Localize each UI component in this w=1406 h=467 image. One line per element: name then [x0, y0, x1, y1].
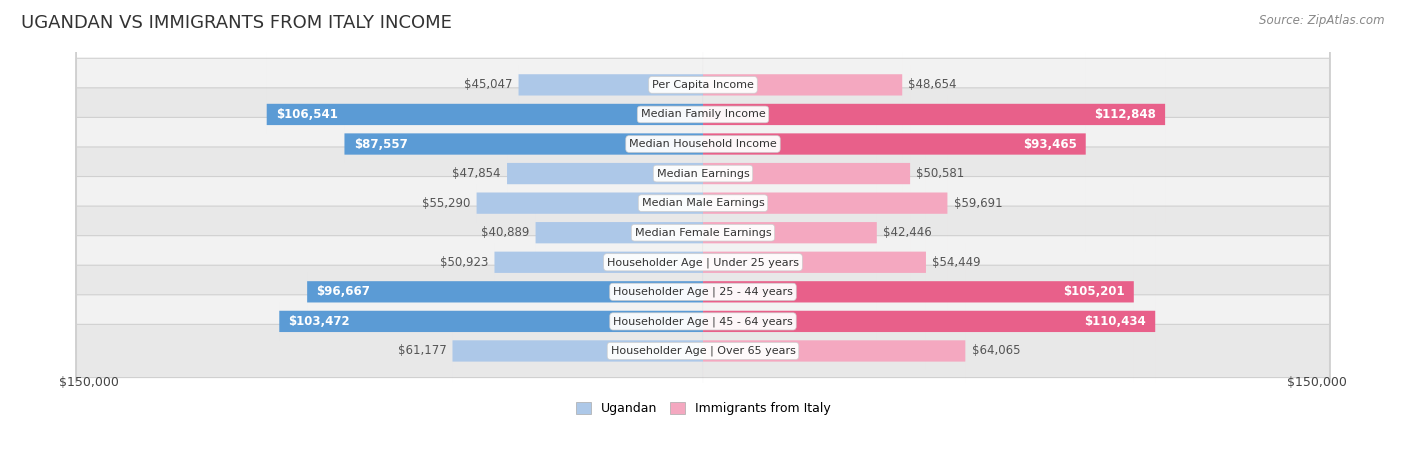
FancyBboxPatch shape: [703, 125, 877, 340]
Text: Source: ZipAtlas.com: Source: ZipAtlas.com: [1260, 14, 1385, 27]
Text: Householder Age | 45 - 64 years: Householder Age | 45 - 64 years: [613, 316, 793, 326]
FancyBboxPatch shape: [267, 7, 703, 222]
Text: $96,667: $96,667: [316, 285, 370, 298]
FancyBboxPatch shape: [76, 112, 1330, 467]
Text: $59,691: $59,691: [953, 197, 1002, 210]
Text: $55,290: $55,290: [422, 197, 471, 210]
Text: $110,434: $110,434: [1084, 315, 1146, 328]
FancyBboxPatch shape: [76, 23, 1330, 443]
FancyBboxPatch shape: [76, 0, 1330, 354]
Text: $87,557: $87,557: [354, 137, 408, 150]
Text: Householder Age | Under 25 years: Householder Age | Under 25 years: [607, 257, 799, 268]
Text: $106,541: $106,541: [276, 108, 337, 121]
FancyBboxPatch shape: [280, 214, 703, 429]
Text: $112,848: $112,848: [1094, 108, 1156, 121]
Text: $47,854: $47,854: [453, 167, 501, 180]
FancyBboxPatch shape: [76, 0, 1330, 325]
Text: Median Family Income: Median Family Income: [641, 109, 765, 120]
FancyBboxPatch shape: [703, 36, 1085, 252]
Text: Median Female Earnings: Median Female Earnings: [634, 228, 772, 238]
FancyBboxPatch shape: [703, 66, 910, 281]
FancyBboxPatch shape: [703, 214, 1156, 429]
FancyBboxPatch shape: [703, 96, 948, 311]
FancyBboxPatch shape: [703, 243, 966, 459]
Text: $93,465: $93,465: [1022, 137, 1077, 150]
FancyBboxPatch shape: [703, 7, 1166, 222]
Legend: Ugandan, Immigrants from Italy: Ugandan, Immigrants from Italy: [571, 397, 835, 420]
Text: Householder Age | 25 - 44 years: Householder Age | 25 - 44 years: [613, 287, 793, 297]
Text: UGANDAN VS IMMIGRANTS FROM ITALY INCOME: UGANDAN VS IMMIGRANTS FROM ITALY INCOME: [21, 14, 451, 32]
Text: $61,177: $61,177: [398, 345, 446, 357]
FancyBboxPatch shape: [76, 0, 1330, 413]
FancyBboxPatch shape: [76, 82, 1330, 467]
Text: Median Household Income: Median Household Income: [628, 139, 778, 149]
FancyBboxPatch shape: [703, 0, 903, 192]
Text: $150,000: $150,000: [59, 376, 118, 389]
FancyBboxPatch shape: [536, 125, 703, 340]
FancyBboxPatch shape: [703, 155, 927, 370]
FancyBboxPatch shape: [307, 184, 703, 399]
FancyBboxPatch shape: [76, 0, 1330, 383]
Text: $45,047: $45,047: [464, 78, 512, 92]
FancyBboxPatch shape: [477, 96, 703, 311]
FancyBboxPatch shape: [344, 36, 703, 252]
FancyBboxPatch shape: [76, 141, 1330, 467]
Text: Median Male Earnings: Median Male Earnings: [641, 198, 765, 208]
Text: $54,449: $54,449: [932, 256, 981, 269]
FancyBboxPatch shape: [703, 184, 1133, 399]
FancyBboxPatch shape: [508, 66, 703, 281]
Text: $105,201: $105,201: [1063, 285, 1125, 298]
Text: $64,065: $64,065: [972, 345, 1019, 357]
FancyBboxPatch shape: [76, 0, 1330, 295]
Text: $42,446: $42,446: [883, 226, 932, 239]
FancyBboxPatch shape: [76, 52, 1330, 467]
FancyBboxPatch shape: [495, 155, 703, 370]
Text: $50,923: $50,923: [440, 256, 488, 269]
FancyBboxPatch shape: [453, 243, 703, 459]
FancyBboxPatch shape: [519, 0, 703, 192]
Text: $48,654: $48,654: [908, 78, 957, 92]
Text: $40,889: $40,889: [481, 226, 530, 239]
Text: Median Earnings: Median Earnings: [657, 169, 749, 178]
Text: $103,472: $103,472: [288, 315, 350, 328]
Text: Householder Age | Over 65 years: Householder Age | Over 65 years: [610, 346, 796, 356]
Text: $50,581: $50,581: [917, 167, 965, 180]
Text: Per Capita Income: Per Capita Income: [652, 80, 754, 90]
Text: $150,000: $150,000: [1288, 376, 1347, 389]
